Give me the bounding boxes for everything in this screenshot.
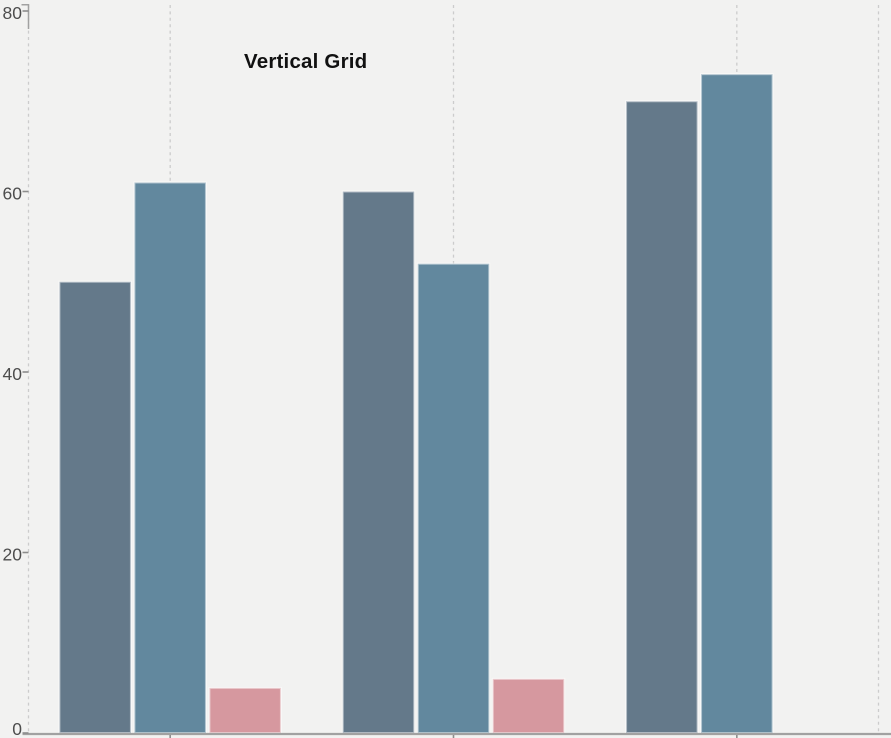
y-tick-label: 0: [12, 719, 22, 738]
bar-series-3-pink-group-2: [491, 677, 566, 734]
bar-series-2-steel-blue-group-1: [133, 181, 207, 735]
bar-series-1-dark-slate-group-3: [625, 100, 699, 734]
bar-series-1-dark-slate-group-1: [58, 280, 132, 734]
bar-series-2-steel-blue-group-3: [700, 73, 774, 735]
y-tick-label: 80: [3, 3, 23, 23]
y-tick-label: 20: [3, 545, 23, 565]
bar-series-2-steel-blue-group-2: [416, 262, 491, 734]
y-tick-label: 40: [3, 364, 23, 384]
bar-series-3-pink-group-1: [208, 686, 282, 734]
y-axis-top-cap: [21, 4, 30, 29]
chart-title: Vertical Grid: [244, 50, 368, 73]
bar-series-1-dark-slate-group-2: [341, 190, 416, 734]
y-tick-label: 60: [3, 184, 23, 204]
